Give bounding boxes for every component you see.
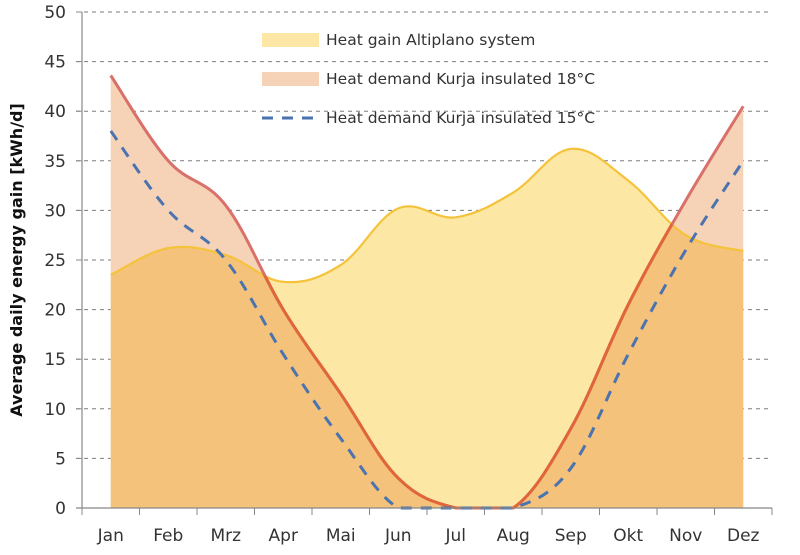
x-tick-label: Jun: [384, 526, 412, 546]
x-tick-label: Nov: [669, 526, 702, 546]
x-tick-label: Apr: [269, 526, 298, 546]
x-tick-label: Aug: [497, 526, 530, 546]
y-tick-label: 5: [55, 449, 66, 469]
x-tick-label: Jan: [97, 526, 124, 546]
area-series: [110, 75, 744, 508]
y-tick-label: 20: [44, 301, 66, 321]
x-tick-label: Mrz: [210, 526, 241, 546]
y-tick-labels: 0 5 10 15 20 25 30 35 40 45 50: [44, 3, 66, 519]
area-overlap: [110, 148, 744, 508]
x-tick-label: Dez: [727, 526, 760, 546]
axes: [76, 11, 773, 515]
x-tick-label: Mai: [326, 526, 356, 546]
x-tick-label: Sep: [555, 526, 587, 546]
x-tick-label: Feb: [153, 526, 183, 546]
y-tick-label: 25: [44, 251, 66, 271]
y-tick-label: 30: [44, 201, 66, 221]
legend-swatch-heat-gain: [262, 33, 319, 47]
y-axis-label: Average daily energy gain [kWh/d]: [7, 103, 26, 417]
legend-label: Heat gain Altiplano system: [326, 31, 535, 49]
y-tick-label: 35: [44, 152, 66, 172]
y-tick-label: 15: [44, 350, 66, 370]
legend-label: Heat demand Kurja insulated 15°C: [326, 109, 595, 127]
y-tick-label: 45: [44, 53, 66, 73]
legend: Heat gain Altiplano system Heat demand Ku…: [262, 31, 595, 127]
x-tick-label: Okt: [613, 526, 643, 546]
y-tick-label: 50: [44, 3, 66, 23]
line-heat-gain-altiplano: [110, 147, 744, 284]
y-tick-label: 10: [44, 400, 66, 420]
y-tick-label: 0: [55, 499, 66, 519]
x-tick-label: Jul: [444, 526, 466, 546]
legend-label: Heat demand Kurja insulated 18°C: [326, 70, 595, 88]
legend-swatch-heat-demand-18c: [262, 72, 319, 86]
y-tick-label: 40: [44, 102, 66, 122]
x-tick-labels: Jan Feb Mrz Apr Mai Jun Jul Aug Sep Okt Nov Dez: [97, 526, 760, 546]
